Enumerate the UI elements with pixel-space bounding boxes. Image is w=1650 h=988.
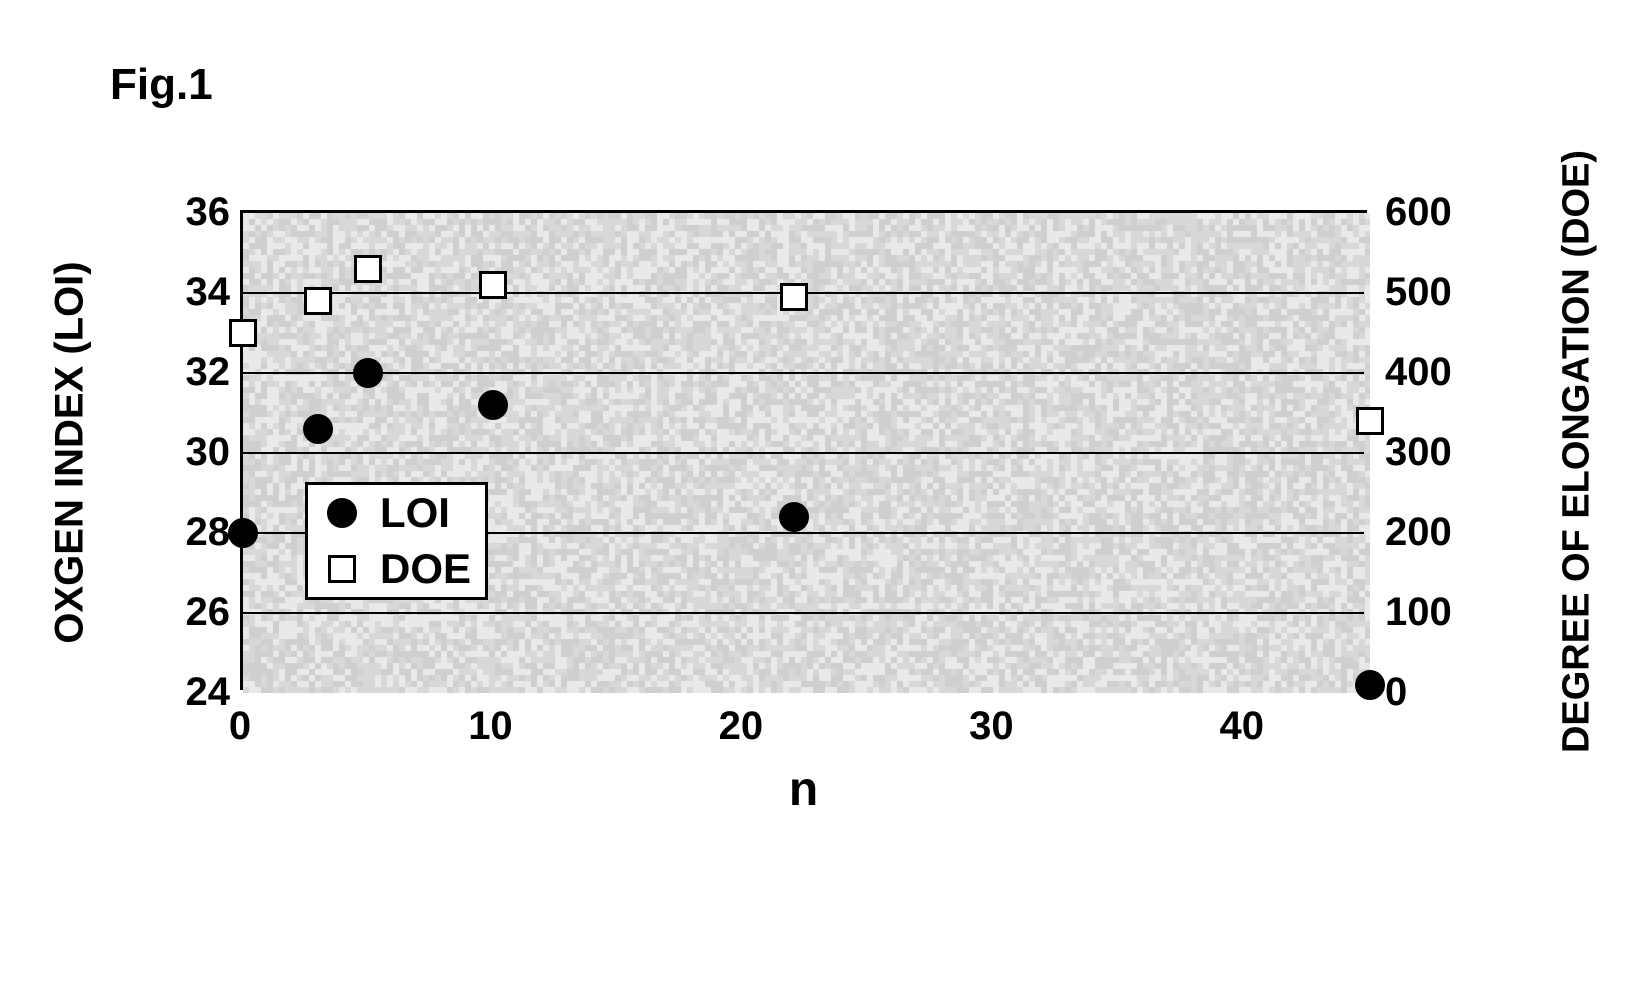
gridline xyxy=(243,372,1364,374)
legend-label: LOI xyxy=(380,489,450,537)
circle-marker xyxy=(478,390,508,420)
x-tick-label: 0 xyxy=(200,704,280,749)
y-right-tick-label: 100 xyxy=(1385,590,1452,635)
gridline xyxy=(243,612,1364,614)
y-right-tick-label: 200 xyxy=(1385,510,1452,555)
square-marker xyxy=(479,271,507,299)
figure-label: Fig.1 xyxy=(110,60,213,110)
square-marker xyxy=(780,283,808,311)
x-tick-label: 20 xyxy=(701,704,781,749)
x-tick-label: 10 xyxy=(450,704,530,749)
square-marker xyxy=(229,319,257,347)
y-left-tick-label: 34 xyxy=(140,270,230,315)
y-right-tick-label: 500 xyxy=(1385,270,1452,315)
x-axis-title: n xyxy=(744,762,864,817)
legend-item: DOE xyxy=(308,541,485,597)
circle-marker xyxy=(303,414,333,444)
y-right-axis-title: DEGREE OF ELONGATION (DOE) xyxy=(1556,92,1599,812)
plot-area: LOI DOE xyxy=(240,210,1367,690)
y-right-tick-label: 0 xyxy=(1385,670,1407,715)
square-marker xyxy=(354,255,382,283)
square-marker xyxy=(304,287,332,315)
y-left-tick-label: 30 xyxy=(140,430,230,475)
x-tick-label: 30 xyxy=(951,704,1031,749)
y-right-tick-label: 600 xyxy=(1385,190,1452,235)
gridline xyxy=(243,452,1364,454)
circle-marker xyxy=(353,358,383,388)
x-tick-label: 40 xyxy=(1202,704,1282,749)
legend-label: DOE xyxy=(380,545,471,593)
circle-marker xyxy=(228,518,258,548)
circle-marker-icon xyxy=(322,495,362,531)
circle-marker xyxy=(779,502,809,532)
figure-container: Fig.1 OXGEN INDEX (LOI) DEGREE OF ELONGA… xyxy=(0,0,1650,988)
y-left-tick-label: 28 xyxy=(140,510,230,555)
y-right-tick-label: 400 xyxy=(1385,350,1452,395)
square-marker-icon xyxy=(322,551,362,587)
circle-marker xyxy=(1355,670,1385,700)
y-left-tick-label: 26 xyxy=(140,590,230,635)
y-right-tick-label: 300 xyxy=(1385,430,1452,475)
y-left-axis-title: OXGEN INDEX (LOI) xyxy=(48,173,93,733)
square-marker xyxy=(1356,407,1384,435)
y-left-tick-label: 32 xyxy=(140,350,230,395)
legend: LOI DOE xyxy=(305,482,488,600)
legend-item: LOI xyxy=(308,485,485,541)
y-left-tick-label: 36 xyxy=(140,190,230,235)
